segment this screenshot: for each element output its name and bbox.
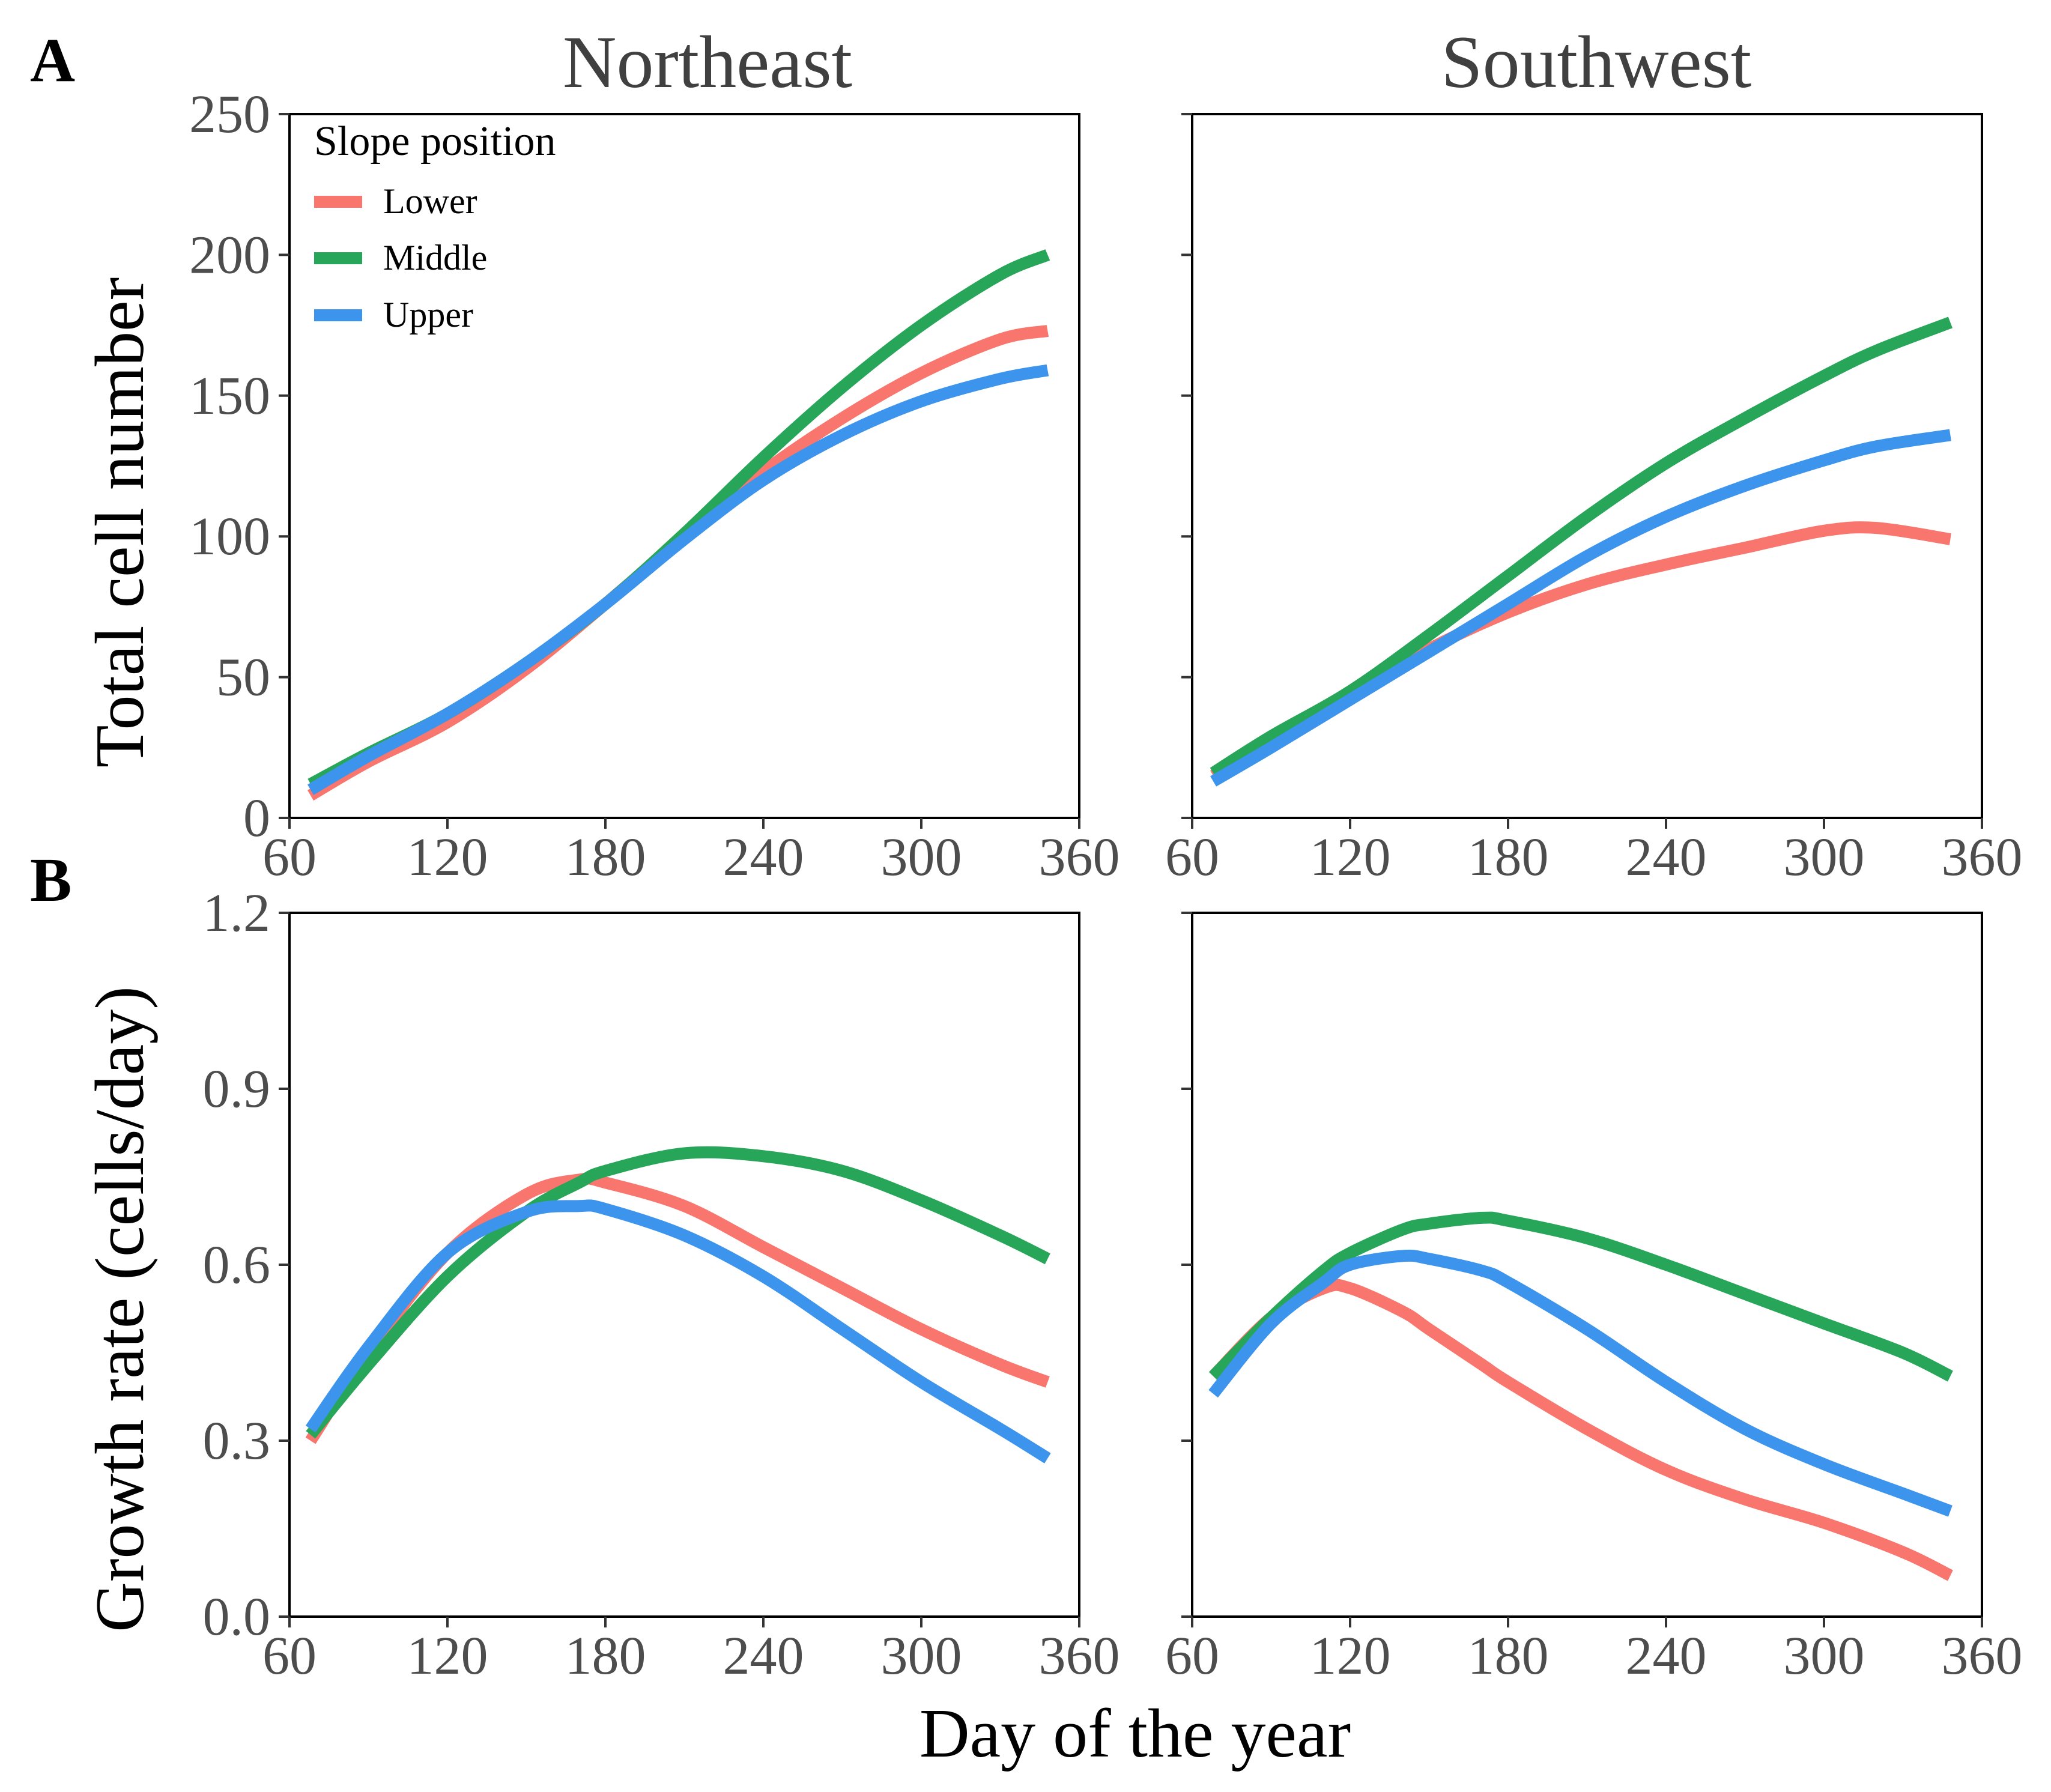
y-tick-label: 0.3 xyxy=(203,1411,271,1471)
y-tick-label: 0.9 xyxy=(203,1059,271,1119)
y-axis-title-total-cells: Total cell number xyxy=(82,277,159,767)
y-tick-label: 0.0 xyxy=(203,1587,271,1647)
series-line-upper xyxy=(1210,429,1951,787)
x-tick-label: 360 xyxy=(1942,828,2023,887)
x-tick-label: 360 xyxy=(1942,1626,2023,1686)
series-line-middle xyxy=(1210,316,1953,778)
legend-title: Slope position xyxy=(314,118,556,165)
series-line-upper xyxy=(305,1199,1051,1464)
series-line-upper xyxy=(307,364,1049,795)
x-tick-label: 180 xyxy=(1468,828,1549,887)
y-tick-label: 150 xyxy=(189,366,270,426)
legend-label-upper: Upper xyxy=(383,295,473,334)
x-tick-label: 360 xyxy=(1039,828,1120,887)
panel-letter-b: B xyxy=(30,846,71,915)
x-tick-label: 120 xyxy=(1310,1626,1391,1686)
x-tick-label: 300 xyxy=(1784,828,1865,887)
y-tick-label: 0 xyxy=(243,789,270,848)
panel-letter-a: A xyxy=(30,26,75,95)
x-tick-label: 240 xyxy=(1626,1626,1707,1686)
plot-a-northeast: 60 120 180 240 300 360 0 50 100 150 200 250 xyxy=(189,85,1120,887)
x-tick-label: 180 xyxy=(565,828,646,887)
series-line-upper xyxy=(1208,1249,1953,1517)
x-tick-label: 180 xyxy=(1468,1626,1549,1686)
x-tick-label: 120 xyxy=(407,1626,488,1686)
x-tick-label: 240 xyxy=(723,1626,804,1686)
legend-label-middle: Middle xyxy=(383,238,487,277)
x-tick-label: 60 xyxy=(1165,1626,1219,1686)
plot-frame xyxy=(288,113,1080,819)
y-tick-label: 0.6 xyxy=(203,1235,271,1295)
x-tick-label: 120 xyxy=(407,828,488,887)
x-tick-label: 360 xyxy=(1039,1626,1120,1686)
plot-b-northeast: 60 120 180 240 300 360 0.0 0.3 0.6 0.9 1.2 xyxy=(203,883,1120,1686)
plot-frame xyxy=(1191,113,1983,819)
x-tick-label: 60 xyxy=(1165,828,1219,887)
x-tick-label: 300 xyxy=(1784,1626,1865,1686)
legend: Slope position Lower Middle Upper xyxy=(314,118,556,334)
plot-b-southwest: 60 120 180 240 300 360 xyxy=(1165,912,2023,1686)
y-axis-title-growth-rate: Growth rate (cells/day) xyxy=(82,986,159,1632)
x-tick-label: 120 xyxy=(1310,828,1391,887)
series-line-middle xyxy=(306,1146,1050,1439)
plot-frame xyxy=(288,912,1080,1618)
facet-title-southwest: Southwest xyxy=(1441,21,1752,103)
y-tick-label: 1.2 xyxy=(203,883,271,943)
plot-frame xyxy=(1191,912,1983,1618)
legend-label-lower: Lower xyxy=(383,181,477,221)
x-tick-label: 60 xyxy=(262,828,317,887)
x-tick-label: 60 xyxy=(262,1626,317,1686)
y-tick-label: 50 xyxy=(216,648,270,707)
x-axis-title: Day of the year xyxy=(919,1695,1351,1772)
y-tick-label: 100 xyxy=(189,507,270,566)
x-tick-label: 240 xyxy=(1626,828,1707,887)
plot-a-southwest: 60 120 180 240 300 360 xyxy=(1165,113,2023,887)
x-tick-label: 300 xyxy=(881,1626,962,1686)
plot-panels: 60 120 180 240 300 360 0 50 100 150 200 250 60 120 180… xyxy=(189,85,2023,1686)
x-tick-label: 240 xyxy=(723,828,804,887)
facet-title-northeast: Northeast xyxy=(563,21,852,103)
series-line-middle xyxy=(1208,1211,1953,1382)
x-tick-label: 300 xyxy=(881,828,962,887)
y-tick-label: 200 xyxy=(189,225,270,285)
y-tick-label: 250 xyxy=(189,85,270,144)
x-tick-label: 180 xyxy=(565,1626,646,1686)
